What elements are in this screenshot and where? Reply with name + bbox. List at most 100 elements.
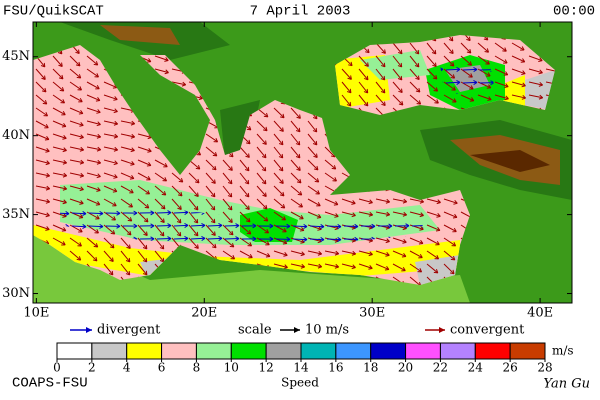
wind-arrow <box>358 250 373 256</box>
wind-arrow <box>171 81 186 86</box>
wind-arrow <box>120 211 133 222</box>
wind-arrow <box>86 237 98 248</box>
wind-arrowhead <box>94 229 99 234</box>
colorbar-tick-label: 10 <box>224 361 239 375</box>
wind-arrowhead <box>572 32 576 36</box>
wind-arrow <box>103 133 118 138</box>
wind-arrow <box>409 211 424 216</box>
wind-arrow <box>358 94 369 107</box>
wind-arrow <box>409 250 423 259</box>
colorbar-box <box>335 342 372 360</box>
wind-arrowhead <box>384 265 390 271</box>
wind-arrow <box>292 238 308 241</box>
wind-arrowhead <box>142 270 148 276</box>
wind-arrowhead <box>92 256 98 262</box>
wind-arrowhead <box>486 72 491 77</box>
wind-arrow <box>190 237 206 240</box>
wind-arrowhead <box>575 81 579 85</box>
wind-arrowhead <box>402 198 408 204</box>
wind-arrowhead <box>575 120 579 124</box>
wind-arrowhead <box>573 44 577 48</box>
wind-arrowhead <box>317 263 323 269</box>
wind-arrowhead <box>364 62 369 67</box>
wind-arrowhead <box>184 236 189 241</box>
wind-arrow <box>154 55 169 61</box>
wind-arrowhead <box>521 70 526 75</box>
wind-arrowhead <box>95 215 100 220</box>
wind-arrow <box>426 198 441 203</box>
wind-arrowhead <box>575 250 579 254</box>
colorbar-box <box>126 342 163 360</box>
wind-arrow <box>154 185 167 196</box>
colorbar-box <box>230 342 267 360</box>
wind-arrowhead <box>368 265 373 270</box>
wind-arrowhead <box>575 159 579 163</box>
wind-arrow <box>154 237 165 250</box>
colorbar-tick-label: 14 <box>293 361 309 375</box>
wind-arrowhead <box>193 205 199 211</box>
wind-arrow <box>120 172 135 179</box>
wind-arrow <box>35 120 49 129</box>
highland <box>60 22 572 200</box>
wind-arrow <box>137 146 152 152</box>
wind-arrow <box>273 146 284 159</box>
wind-arrowhead <box>453 199 458 205</box>
header-time: 00:00 <box>553 4 595 20</box>
wind-arrow <box>154 172 167 182</box>
wind-arrowhead <box>230 255 236 260</box>
peaks <box>470 150 550 172</box>
wind-arrowhead <box>112 188 118 193</box>
wind-arrowhead <box>227 192 233 198</box>
wind-arrowhead <box>110 230 116 235</box>
wind-arrow <box>494 94 509 100</box>
wind-arrowhead <box>143 217 149 223</box>
wind-arrowhead <box>402 211 408 217</box>
wind-arrowhead <box>490 80 495 86</box>
wind-arrowhead <box>473 80 478 86</box>
wind-arrowhead <box>159 257 165 263</box>
wind-arrow <box>324 263 339 268</box>
wind-arrow <box>239 250 253 259</box>
wind-arrow <box>326 225 342 228</box>
wind-arrowhead <box>160 218 165 223</box>
wind-arrow <box>103 107 118 113</box>
wind-arrow <box>341 94 352 107</box>
wind-arrow <box>273 120 284 132</box>
wind-arrow <box>120 263 131 276</box>
wind-arrow <box>154 224 165 237</box>
wind-arrow <box>154 198 166 210</box>
wind-arrow <box>256 185 267 197</box>
wind-arrowhead <box>211 179 216 184</box>
wind-arrow <box>120 120 135 125</box>
wind-arrowhead <box>538 81 544 87</box>
wind-arrow <box>375 94 386 106</box>
wind-arrowhead <box>150 236 155 242</box>
wind-arrow <box>103 146 118 151</box>
wind-arrowhead <box>211 165 217 171</box>
wind-arrow <box>69 107 84 114</box>
wind-arrow <box>103 198 117 207</box>
wind-arrowhead <box>269 223 274 229</box>
wind-arrowhead <box>504 83 509 88</box>
wind-arrow <box>86 81 100 90</box>
wind-arrowhead <box>368 251 373 257</box>
wind-arrowhead <box>252 236 257 242</box>
wind-arrow <box>375 211 390 216</box>
wind-arrow <box>239 146 250 158</box>
wind-arrowhead <box>146 176 151 181</box>
wind-arrowhead <box>368 211 374 217</box>
wind-arrowhead <box>575 198 579 202</box>
colorbar-tick-label: 2 <box>88 361 96 375</box>
wind-arrow <box>171 172 184 183</box>
wind-arrow <box>103 250 114 262</box>
wind-arrowhead <box>371 223 376 229</box>
wind-arrow <box>52 68 64 80</box>
wind-arrowhead <box>111 216 116 221</box>
wind-arrow <box>273 172 284 184</box>
wind-arrowhead <box>286 236 291 242</box>
wind-arrowhead <box>450 255 456 261</box>
wind-arrow <box>256 198 268 210</box>
wind-arrowhead <box>75 49 80 54</box>
wind-arrowhead <box>61 122 67 128</box>
wind-arrow <box>120 159 135 165</box>
